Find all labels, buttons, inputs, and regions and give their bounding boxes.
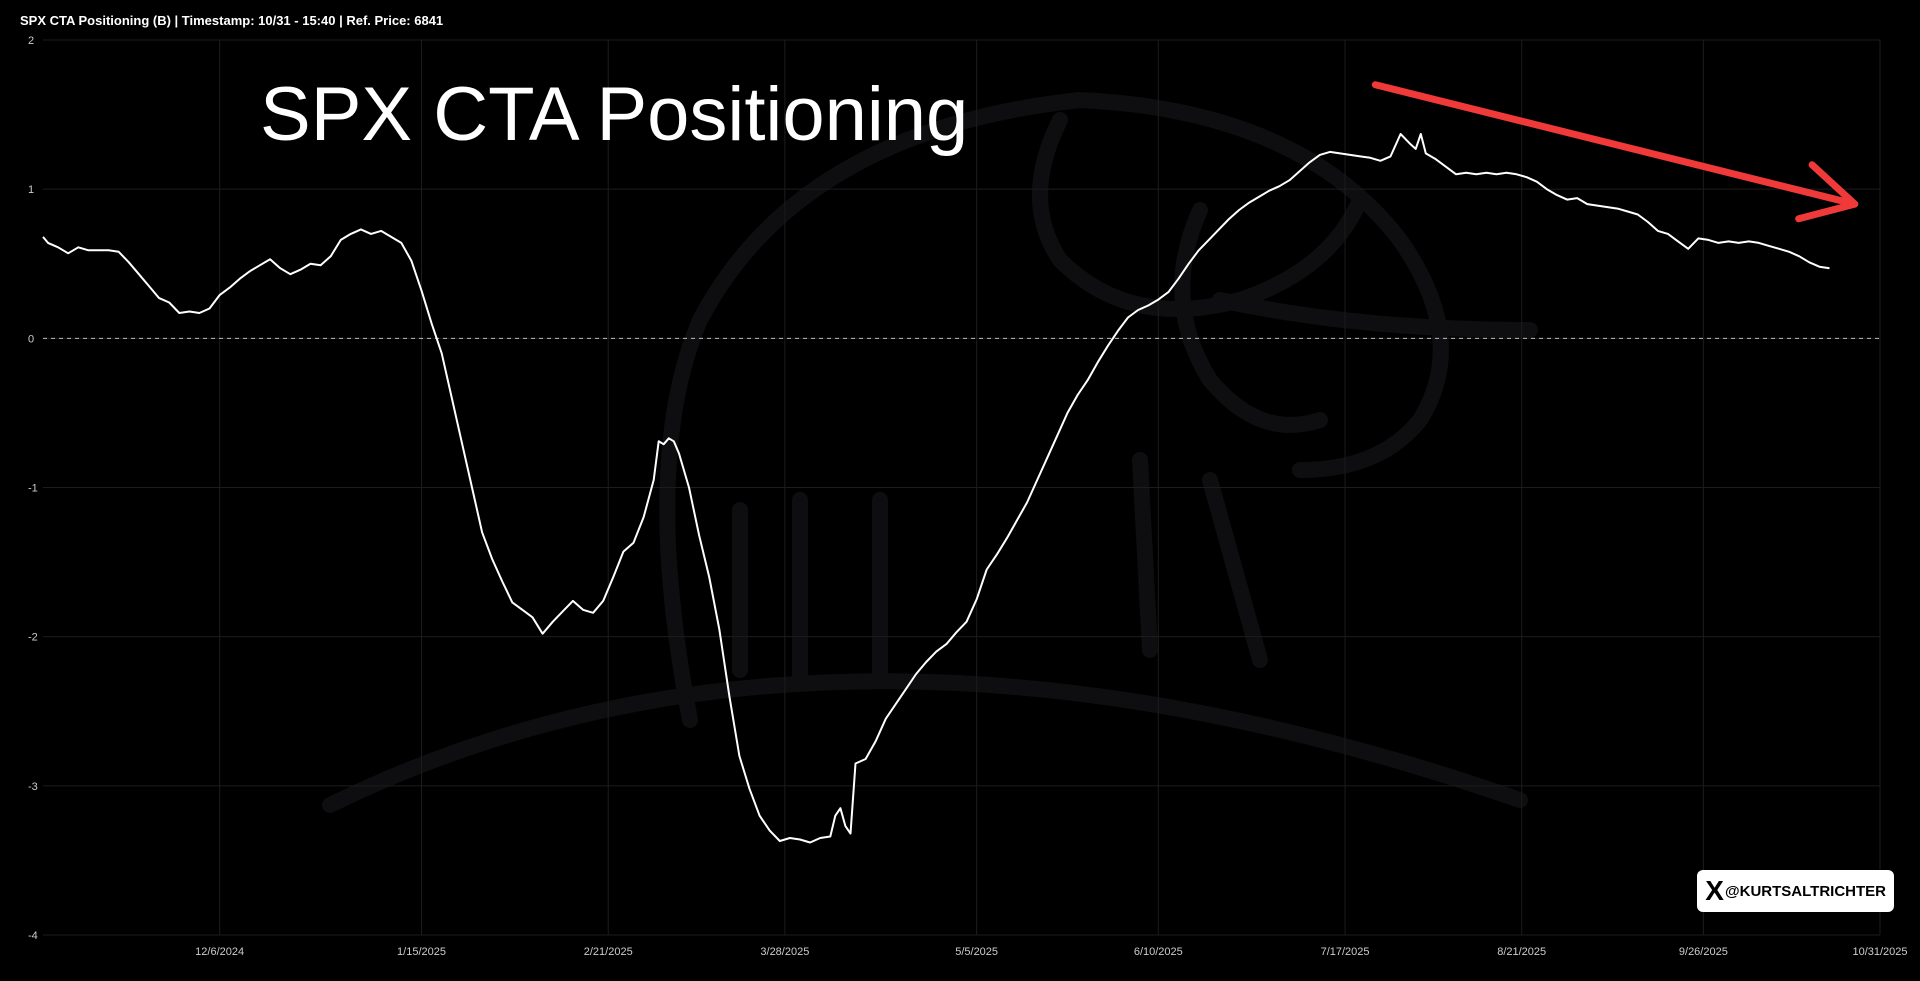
social-handle-text: @KURTSALTRICHTER <box>1724 882 1886 900</box>
x-tick-label: 12/6/2024 <box>195 946 244 958</box>
chart-header-title: SPX CTA Positioning (B) | Timestamp: 10/… <box>20 13 444 28</box>
y-axis-ticks: 2 1 0 -1 -2 -3 -4 <box>28 35 38 942</box>
x-tick-label: 7/17/2025 <box>1321 946 1370 958</box>
x-tick-label: 6/10/2025 <box>1134 946 1183 958</box>
x-tick-label: 8/21/2025 <box>1497 946 1546 958</box>
x-tick-label: 2/21/2025 <box>584 946 633 958</box>
y-tick-label: -4 <box>28 930 38 942</box>
x-tick-label: 3/28/2025 <box>760 946 809 958</box>
x-tick-label: 5/5/2025 <box>955 946 998 958</box>
series-line-cta-positioning <box>42 133 1830 844</box>
y-tick-label: 2 <box>28 35 34 47</box>
y-tick-label: 0 <box>28 333 34 345</box>
x-logo-icon: X <box>1705 875 1724 906</box>
chart-gridlines <box>43 39 1881 936</box>
watermark-mascot-icon <box>322 91 1538 813</box>
y-tick-label: -3 <box>28 781 38 793</box>
social-handle-badge: X @KURTSALTRICHTER <box>1697 870 1894 912</box>
x-axis-ticks: 12/6/2024 1/15/2025 2/21/2025 3/28/2025 5/5/… <box>195 946 1907 958</box>
y-tick-label: -2 <box>28 632 38 644</box>
overlay-title: SPX CTA Positioning <box>260 72 968 157</box>
x-tick-label: 1/15/2025 <box>397 946 446 958</box>
x-tick-label: 10/31/2025 <box>1852 946 1907 958</box>
red-arrow-annotation <box>1371 81 1859 223</box>
y-tick-label: -1 <box>28 483 38 495</box>
x-tick-label: 9/26/2025 <box>1679 946 1728 958</box>
y-tick-label: 1 <box>28 184 34 196</box>
